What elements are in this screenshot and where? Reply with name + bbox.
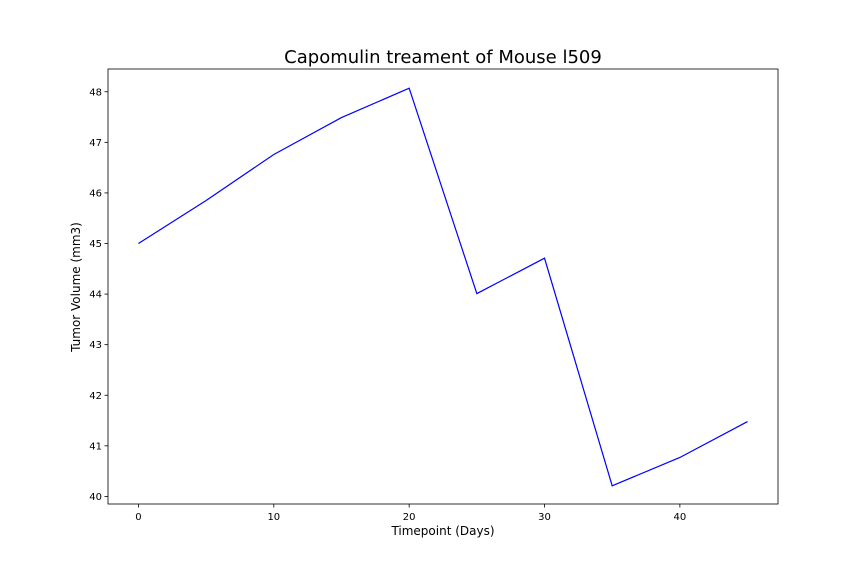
y-axis-label: Tumor Volume (mm3) [69,222,83,353]
y-tick-label-45: 45 [89,239,102,250]
x-tick-label-30: 30 [538,512,551,523]
y-tick-label-47: 47 [89,138,102,149]
x-axis-label: Timepoint (Days) [390,524,494,538]
chart-title: Capomulin treament of Mouse l509 [284,47,602,68]
y-tick-label-44: 44 [89,290,102,301]
plot-area: 0 10 20 30 40 40 41 42 43 44 45 46 47 48 [89,68,779,523]
y-tick-label-43: 43 [89,340,102,351]
y-tick-label-48: 48 [89,87,102,98]
x-tick-label-10: 10 [267,512,280,523]
y-tick-label-41: 41 [89,441,102,452]
x-tick-label-0: 0 [135,512,141,523]
plot-frame [107,68,779,505]
y-tick-label-46: 46 [89,188,102,199]
y-tick-label-40: 40 [89,492,102,503]
x-tick-label-20: 20 [403,512,416,523]
y-tick-label-42: 42 [89,391,102,402]
series-line-0 [138,87,748,487]
x-tick-label-40: 40 [674,512,687,523]
